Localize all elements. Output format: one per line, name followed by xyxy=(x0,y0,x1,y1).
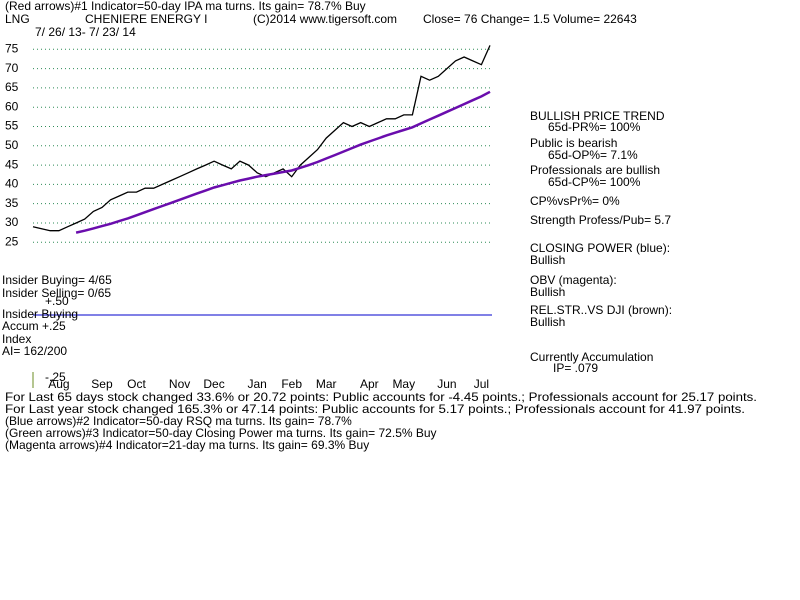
x-tick-label: Sep xyxy=(91,377,113,391)
indicator-label: +.50 xyxy=(45,294,69,308)
y-tick-label: 50 xyxy=(5,138,19,152)
indicator-label: Insider Buying xyxy=(2,307,78,321)
quote: Close= 76 Change= 1.5 Volume= 22643 xyxy=(423,12,637,26)
y-tick-label: 60 xyxy=(5,99,19,113)
y-tick-label: 75 xyxy=(5,41,19,55)
y-tick-label: 25 xyxy=(5,234,19,248)
side-text: 65d-CP%= 100% xyxy=(548,175,641,189)
x-tick-label: Oct xyxy=(127,377,146,391)
indicator-label: Insider Selling= 0/65 xyxy=(2,286,111,300)
indicator-label: AI= 162/200 xyxy=(2,344,67,358)
y-tick-label: 35 xyxy=(5,196,19,210)
footer-line: For Last year stock changed 165.3% or 47… xyxy=(5,402,745,416)
y-tick-label: 55 xyxy=(5,119,19,133)
company: CHENIERE ENERGY I xyxy=(85,12,207,26)
footer-line: For Last 65 days stock changed 33.6% or … xyxy=(5,390,757,404)
side-text: BULLISH PRICE TREND xyxy=(530,109,665,123)
side-panel: BULLISH PRICE TREND 65d-PR%= 100% Public… xyxy=(530,109,672,375)
indicator1: (Red arrows)#1 Indicator=50-day IPA ma t… xyxy=(5,0,366,13)
copyright: (C)2014 www.tigersoft.com xyxy=(253,12,397,26)
indicator-labels: Insider Buying= 4/65 Insider Selling= 0/… xyxy=(2,273,112,384)
side-text: Bullish xyxy=(530,253,565,267)
x-tick-label: Mar xyxy=(316,377,337,391)
series-line xyxy=(75,90,491,234)
footer-line: (Blue arrows)#2 Indicator=50-day RSQ ma … xyxy=(5,414,352,428)
y-tick-label: 45 xyxy=(5,157,19,171)
side-text: 65d-OP%= 7.1% xyxy=(548,148,638,162)
side-text: Public is bearish xyxy=(530,136,617,150)
side-text: CLOSING POWER (blue): xyxy=(530,241,670,255)
side-text: Bullish xyxy=(530,315,565,329)
x-tick-label: May xyxy=(392,377,415,391)
dates: 7/ 26/ 13- 7/ 23/ 14 xyxy=(35,25,136,39)
y-tick-label: 70 xyxy=(5,61,19,75)
x-tick-label: Nov xyxy=(169,377,190,391)
side-text: 65d-PR%= 100% xyxy=(548,120,641,134)
footer: For Last 65 days stock changed 33.6% or … xyxy=(5,390,757,452)
side-text: Bullish xyxy=(530,285,565,299)
ticker: LNG xyxy=(5,12,30,26)
indicator-label: -.25 xyxy=(45,370,66,384)
side-text: OBV (magenta): xyxy=(530,273,617,287)
footer-line: (Green arrows)#3 Indicator=50-day Closin… xyxy=(5,426,437,440)
indicator-label: Accum +.25 xyxy=(2,319,66,333)
x-tick-label: Jul xyxy=(474,377,489,391)
footer-line: (Magenta arrows)#4 Indicator=21-day ma t… xyxy=(5,438,369,452)
side-text: IP= .079 xyxy=(553,361,598,375)
x-tick-label: Jun xyxy=(437,377,456,391)
side-text: Currently Accumulation xyxy=(530,350,653,364)
side-text: REL.STR..VS DJI (brown): xyxy=(530,303,672,317)
indicator-label: Insider Buying= 4/65 xyxy=(2,273,112,287)
x-tick-label: Aug xyxy=(48,377,69,391)
x-tick-label: Jan xyxy=(248,377,267,391)
x-tick-label: Feb xyxy=(281,377,302,391)
side-text: Strength Profess/Pub= 5.7 xyxy=(530,213,671,227)
indicator-label: Index xyxy=(2,332,31,346)
y-tick-label: 30 xyxy=(5,215,19,229)
x-tick-label: Dec xyxy=(203,377,224,391)
side-text: CP%vsPr%= 0% xyxy=(530,194,620,208)
y-tick-label: 40 xyxy=(5,177,19,191)
side-text: Professionals are bullish xyxy=(530,163,660,177)
y-tick-label: 65 xyxy=(5,80,19,94)
x-tick-label: Apr xyxy=(360,377,379,391)
